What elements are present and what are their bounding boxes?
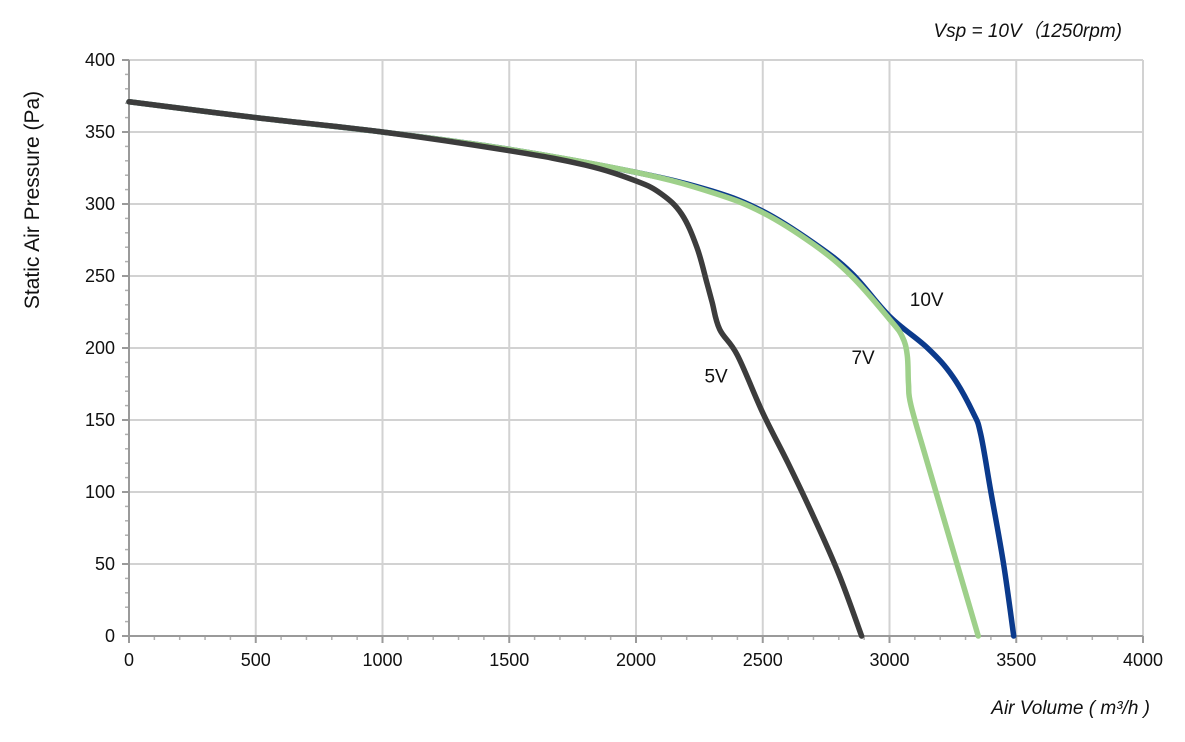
series-label-10v: 10V <box>910 290 944 311</box>
x-tick-label: 1500 <box>489 650 529 670</box>
x-tick-label: 2500 <box>743 650 783 670</box>
x-axis-title: Air Volume ( m³/h ) <box>990 698 1150 719</box>
series-group <box>126 99 1017 639</box>
x-tick-label: 2000 <box>616 650 656 670</box>
y-tick-label: 400 <box>85 50 115 70</box>
x-tick-label: 0 <box>124 650 134 670</box>
series-line-5v <box>126 99 865 639</box>
series-line-10v <box>126 99 1017 639</box>
y-tick-label: 150 <box>85 410 115 430</box>
minor-ticks <box>122 59 1144 643</box>
y-tick-label: 200 <box>85 338 115 358</box>
axes <box>128 60 1143 637</box>
y-tick-label: 350 <box>85 122 115 142</box>
grid <box>128 59 1144 637</box>
series-label-5v: 5V <box>704 367 728 388</box>
y-tick-label: 250 <box>85 266 115 286</box>
x-tick-label: 500 <box>241 650 271 670</box>
x-tick-label: 4000 <box>1123 650 1163 670</box>
y-tick-label: 300 <box>85 194 115 214</box>
x-tick-label: 3500 <box>996 650 1036 670</box>
y-tick-label: 0 <box>105 626 115 646</box>
x-tick-label: 1000 <box>362 650 402 670</box>
x-tick-label: 3000 <box>869 650 909 670</box>
chart-title: Vsp = 10V（1250rpm) <box>933 20 1122 42</box>
y-tick-label: 100 <box>85 482 115 502</box>
series-label-7v: 7V <box>851 348 875 369</box>
series-labels: 10V 7V 5V <box>704 290 943 387</box>
y-axis-title: Static Air Pressure (Pa) <box>21 91 44 309</box>
tick-labels: 0 500 1000 1500 2000 2500 3000 3500 4000 0 50 100 15… <box>85 50 1163 670</box>
y-tick-label: 50 <box>95 554 115 574</box>
